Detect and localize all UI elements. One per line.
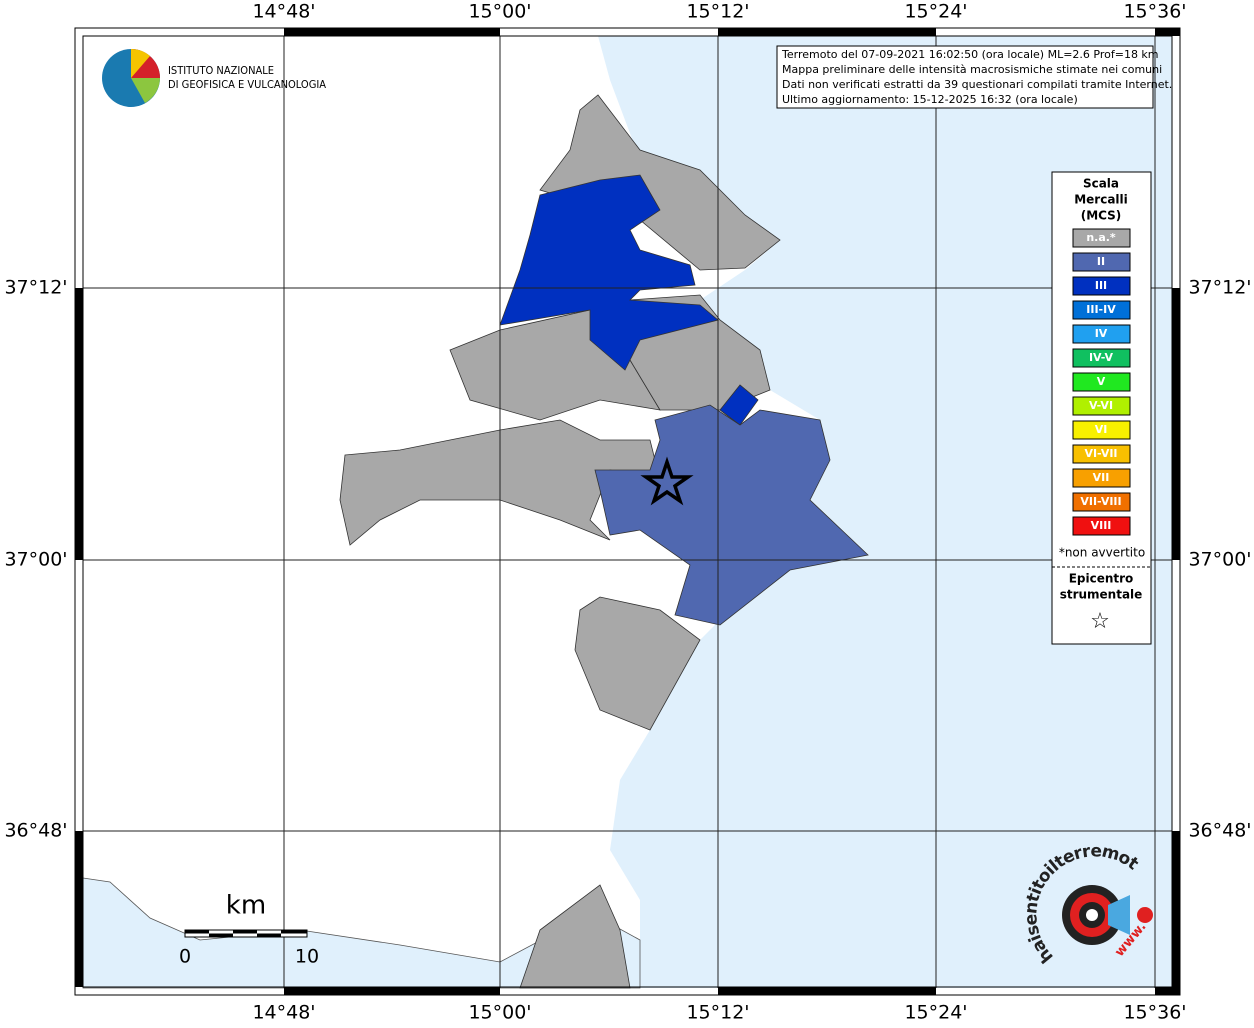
lon-label: 15°00' xyxy=(468,1002,531,1024)
lon-label: 15°00' xyxy=(468,1,531,23)
legend-swatch xyxy=(1072,324,1131,344)
info-box: Terremoto del 07-09-2021 16:02:50 (ora l… xyxy=(776,45,1172,109)
legend-label: VII-VIII xyxy=(1080,495,1121,508)
institute-line: ISTITUTO NAZIONALE xyxy=(168,64,274,77)
lat-label: 36°48' xyxy=(1188,820,1251,842)
lon-label: 15°24' xyxy=(904,1,967,23)
legend-swatch xyxy=(1072,348,1131,368)
legend-title: (MCS) xyxy=(1081,209,1122,223)
legend-label: VI-VII xyxy=(1084,447,1117,460)
legend-label: IV-V xyxy=(1089,351,1114,364)
epicenter-star xyxy=(640,456,694,506)
legend-swatch xyxy=(1072,396,1131,416)
lon-label: 14°48' xyxy=(252,1002,315,1024)
lon-label: 14°48' xyxy=(252,1,315,23)
lon-label: 15°24' xyxy=(904,1002,967,1024)
ingv-logo: ISTITUTO NAZIONALE DI GEOFISICA E VULCAN… xyxy=(102,48,326,107)
info-line: Dati non verificati estratti da 39 quest… xyxy=(782,78,1172,91)
legend-label: VIII xyxy=(1091,519,1112,532)
legend-label: V xyxy=(1097,375,1106,388)
region-ii xyxy=(594,404,869,626)
legend-epicenter: Epicentro xyxy=(1069,572,1134,586)
lon-label: 15°36' xyxy=(1123,1002,1186,1024)
legend-note: *non avvertito xyxy=(1059,546,1145,560)
legend-label: III xyxy=(1095,279,1107,292)
legend-label: VI xyxy=(1095,423,1108,436)
legend-swatch xyxy=(1072,300,1131,320)
legend-label: III-IV xyxy=(1086,303,1116,316)
legend: ScalaMercalli(MCS)n.a.*IIIIIIII-IVIVIV-V… xyxy=(1051,171,1152,645)
scale-bar: km 0 10 xyxy=(179,891,319,968)
lat-label: 37°12' xyxy=(4,277,67,299)
legend-label: V-VI xyxy=(1089,399,1113,412)
legend-label: II xyxy=(1097,255,1105,268)
legend-swatch xyxy=(1072,372,1131,392)
regions-iii xyxy=(499,174,759,426)
graticule xyxy=(83,36,1172,988)
lon-label: 15°36' xyxy=(1123,1,1186,23)
legend-swatch xyxy=(1072,492,1131,512)
info-line: Terremoto del 07-09-2021 16:02:50 (ora l… xyxy=(781,48,1159,61)
frame xyxy=(74,27,1181,996)
axis-labels: 14°48' 14°48' 15°00' 15°00' 15°12' 15°12' 15°2… xyxy=(4,1,1251,1024)
lat-label: 37°12' xyxy=(1188,277,1251,299)
scale-unit: km xyxy=(226,891,266,921)
lon-label: 15°12' xyxy=(686,1,749,23)
institute-line: DI GEOFISICA E VULCANOLOGIA xyxy=(168,78,326,91)
info-line: Mappa preliminare delle intensità macros… xyxy=(782,63,1162,76)
legend-swatch xyxy=(1072,444,1131,464)
legend-star: ☆ xyxy=(1090,609,1110,634)
legend-swatch xyxy=(1072,516,1131,536)
legend-swatch xyxy=(1072,276,1131,296)
legend-title: Mercalli xyxy=(1074,193,1128,207)
legend-swatch xyxy=(1072,468,1131,488)
scale-label: 10 xyxy=(295,946,319,968)
sea xyxy=(598,36,1172,988)
legend-label: n.a.* xyxy=(1086,231,1116,244)
legend-label: VII xyxy=(1093,471,1110,484)
legend-swatch xyxy=(1072,420,1131,440)
legend-label: IV xyxy=(1095,327,1108,340)
legend-swatch xyxy=(1072,252,1131,272)
info-line: Ultimo aggiornamento: 15-12-2025 16:32 (… xyxy=(782,93,1078,106)
lat-label: 36°48' xyxy=(4,820,67,842)
scale-label: 0 xyxy=(179,946,191,968)
lon-label: 15°12' xyxy=(686,1002,749,1024)
legend-swatch xyxy=(1072,228,1131,248)
lat-label: 37°00' xyxy=(1188,549,1251,571)
lat-label: 37°00' xyxy=(4,549,67,571)
legend-epicenter: strumentale xyxy=(1060,588,1143,602)
legend-title: Scala xyxy=(1083,177,1119,191)
